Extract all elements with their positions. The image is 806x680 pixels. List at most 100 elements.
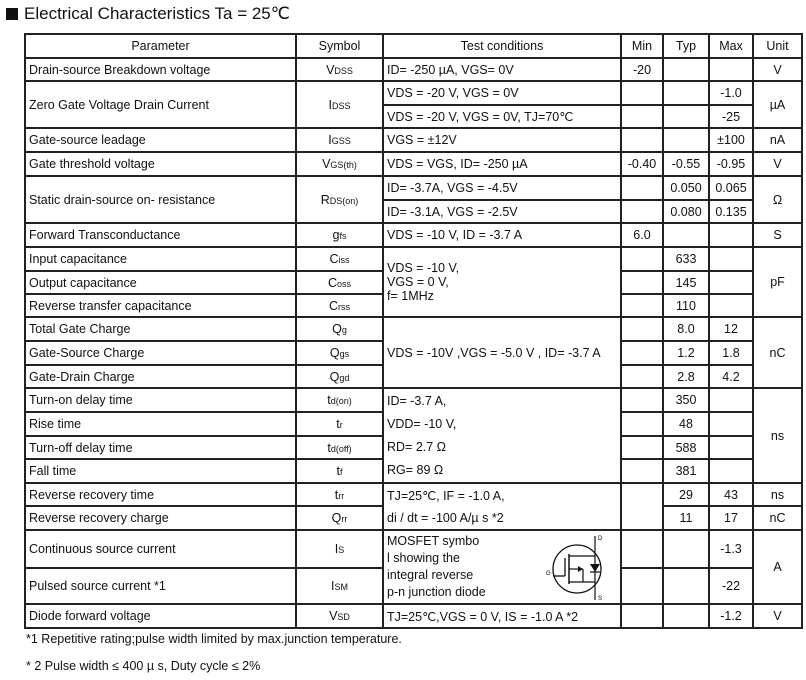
- max-cell: 0.065: [708, 175, 754, 201]
- param-cell: Forward Transconductance: [24, 222, 297, 248]
- mosfet-text-line: l showing the: [387, 551, 460, 565]
- param-cell: Turn-off delay time: [24, 435, 297, 460]
- typ-cell: 29: [662, 482, 710, 507]
- condition-cell: ID= -3.7A, VGS = -4.5V: [382, 175, 622, 201]
- min-cell: [620, 411, 664, 437]
- symbol-main: Q: [331, 511, 342, 525]
- param-cell: Rise time: [24, 411, 297, 437]
- max-cell: -1.3: [708, 529, 754, 569]
- symbol-cell: Coss: [295, 270, 384, 295]
- table-row: Fall time tf 381: [24, 458, 802, 484]
- section-title: Electrical Characteristics Ta = 25℃: [6, 4, 290, 24]
- symbol-main: t: [336, 417, 340, 431]
- typ-cell: 633: [662, 246, 710, 272]
- unit-cell: S: [752, 222, 803, 248]
- table-row: Reverse recovery charge Qrr 11 17 nC: [24, 505, 803, 531]
- table-row: Input capacitance Ciss VDS = -10 V, VGS =…: [24, 246, 803, 318]
- param-cell: Gate threshold voltage: [24, 151, 297, 177]
- max-cell: [708, 458, 754, 484]
- typ-cell: [662, 80, 710, 106]
- typ-cell: 381: [662, 458, 710, 484]
- symbol-main: C: [329, 252, 339, 266]
- table-row: Static drain-source on- resistance RDS(o…: [24, 175, 803, 224]
- condition-line: VDS = -10 V,: [387, 261, 460, 275]
- typ-cell: [662, 603, 710, 629]
- symbol-sub: f: [339, 467, 343, 477]
- max-cell: [708, 411, 754, 437]
- symbol-sub: DSS: [334, 65, 353, 76]
- table-row: Forward Transconductance gfs VDS = -10 V…: [24, 222, 803, 248]
- symbol-main: V: [326, 62, 335, 77]
- typ-cell: 588: [662, 435, 710, 460]
- param-cell: Zero Gate Voltage Drain Current: [24, 80, 297, 129]
- max-cell: [708, 387, 754, 413]
- header-row: Parameter Symbol Test conditions Min Typ…: [24, 33, 803, 59]
- typ-cell: 2.8: [662, 364, 710, 389]
- symbol-main: V: [329, 609, 338, 623]
- symbol-cell: gfs: [295, 222, 384, 248]
- symbol-sub: iss: [338, 255, 350, 265]
- symbol-main: I: [328, 133, 332, 147]
- symbol-sub: GS(th): [330, 160, 357, 170]
- symbol-sub: S: [338, 545, 345, 555]
- min-cell: [620, 104, 664, 129]
- symbol-main: Q: [329, 346, 340, 360]
- gate-label: G: [546, 571, 551, 577]
- param-cell: Reverse recovery charge: [24, 505, 297, 531]
- max-cell: 43: [708, 482, 754, 507]
- symbol-cell: RDS(on): [295, 175, 384, 224]
- unit-cell: V: [752, 603, 803, 629]
- condition-line: VDD= -10 V,: [387, 417, 457, 431]
- symbol-cell: IGSS: [295, 127, 384, 153]
- param-cell: Fall time: [24, 458, 297, 484]
- symbol-main: C: [327, 275, 337, 290]
- max-cell: [708, 246, 754, 272]
- symbol-sub: rr: [341, 514, 348, 524]
- condition-cell: ID= -3.7 A, VDD= -10 V, RD= 2.7 Ω RG= 89 Ω: [382, 387, 622, 484]
- header-test-conditions: Test conditions: [382, 33, 622, 59]
- condition-cell: ID= -250 µA, VGS= 0V: [382, 57, 622, 82]
- mosfet-text-line: p-n junction diode: [387, 585, 486, 599]
- condition-cell: VDS = -20 V, VGS = 0V, TJ=70℃: [382, 104, 622, 129]
- typ-cell: [662, 127, 710, 153]
- symbol-sub: DS(on): [329, 195, 359, 206]
- condition-line: RG= 89 Ω: [387, 463, 444, 477]
- unit-cell: ns: [752, 482, 803, 507]
- symbol-sub: oss: [337, 278, 352, 289]
- max-cell: [708, 270, 754, 295]
- min-cell: 6.0: [620, 222, 664, 248]
- min-cell: [620, 199, 664, 224]
- typ-cell: [662, 222, 710, 248]
- min-cell: [620, 246, 664, 272]
- typ-cell: 48: [662, 411, 710, 437]
- table-row: Gate-source leadage IGSS VGS = ±12V ±100…: [24, 127, 803, 153]
- symbol-main: V: [322, 157, 331, 171]
- min-cell: [620, 175, 664, 201]
- table-row: Reverse recovery time trr TJ=25℃, IF = -…: [24, 482, 803, 531]
- table-row: Drain-source Breakdown voltage VDSS ID= …: [24, 57, 803, 82]
- symbol-main: t: [327, 440, 331, 455]
- max-cell: [708, 293, 754, 318]
- symbol-cell: Qg: [295, 316, 384, 342]
- min-cell: [620, 293, 664, 318]
- table-row: Gate-Drain Charge Qgd 2.8 4.2: [24, 364, 802, 389]
- condition-cell: VDS = -10V ,VGS = -5.0 V , ID= -3.7 A: [382, 316, 622, 389]
- symbol-main: Q: [332, 322, 342, 336]
- unit-cell: nA: [752, 127, 803, 153]
- typ-cell: [662, 567, 710, 605]
- symbol-sub: rr: [338, 490, 345, 501]
- max-cell: -1.2: [708, 603, 754, 629]
- table-row: Zero Gate Voltage Drain Current IDSS VDS…: [24, 80, 803, 129]
- table-row: Gate-Source Charge Qgs 1.2 1.8: [24, 340, 802, 366]
- drain-label: D: [598, 536, 603, 542]
- unit-cell: V: [752, 151, 803, 177]
- min-cell: [620, 567, 664, 605]
- param-cell: Static drain-source on- resistance: [24, 175, 297, 224]
- min-cell: [620, 364, 664, 389]
- symbol-cell: Crss: [295, 293, 384, 318]
- symbol-sub: GSS: [331, 136, 351, 146]
- header-parameter: Parameter: [24, 33, 297, 59]
- symbol-main: t: [327, 393, 331, 407]
- typ-cell: 0.050: [662, 175, 710, 201]
- param-cell: Pulsed source current *1: [24, 567, 297, 605]
